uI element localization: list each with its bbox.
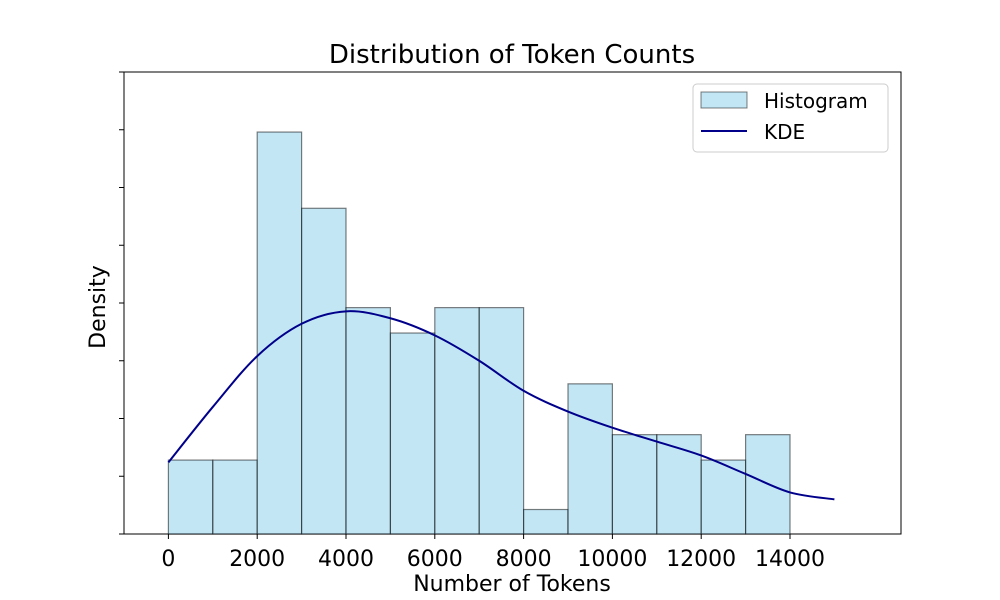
- x-tick-label: 0: [161, 547, 175, 572]
- legend-histogram-label: Histogram: [764, 89, 868, 113]
- x-tick-label: 10000: [577, 547, 647, 572]
- legend-kde-label: KDE: [764, 120, 805, 144]
- histogram-bars: [167, 131, 791, 535]
- x-tick-label: 4000: [318, 547, 374, 572]
- x-tick-label: 12000: [666, 547, 736, 572]
- histogram-bar-5: [389, 332, 436, 535]
- kde-line: [167, 310, 835, 501]
- x-tick-label: 8000: [496, 547, 552, 572]
- histogram-bar-7: [478, 307, 525, 535]
- x-axis-ticks: 0 2000 4000 6000 8000 10000 12000 14000: [161, 534, 825, 572]
- legend-histogram-swatch: [700, 91, 748, 109]
- histogram-bar-2: [256, 131, 303, 535]
- histogram-bar-10: [611, 434, 658, 535]
- chart-title: Distribution of Token Counts: [329, 40, 695, 70]
- histogram-bar-9: [567, 383, 614, 535]
- x-tick-label: 6000: [407, 547, 463, 572]
- x-axis-label: Number of Tokens: [413, 572, 611, 597]
- legend: Histogram KDE: [692, 83, 889, 153]
- y-axis-label: Density: [86, 265, 111, 349]
- x-tick-label: 14000: [755, 547, 825, 572]
- histogram-bar-6: [434, 307, 480, 535]
- histogram-bar-12: [700, 459, 747, 535]
- histogram-bar-0: [167, 459, 214, 535]
- y-axis-ticks: [119, 71, 124, 535]
- plot-area: [123, 71, 902, 535]
- histogram-bar-11: [656, 434, 702, 535]
- histogram-bar-3: [301, 207, 347, 535]
- x-tick-label: 2000: [229, 547, 285, 572]
- histogram-bar-1: [212, 459, 258, 535]
- histogram-bar-4: [345, 307, 392, 535]
- histogram-bar-8: [522, 508, 569, 535]
